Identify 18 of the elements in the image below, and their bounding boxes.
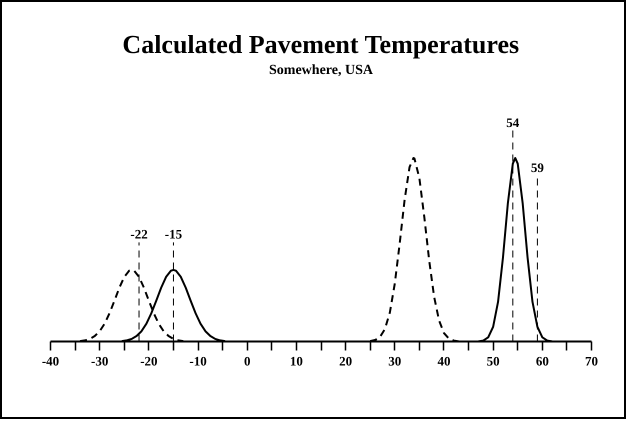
chart-title: Calculated Pavement Temperatures — [122, 30, 520, 59]
ref-line-label: -15 — [164, 226, 183, 242]
x-tick-label: 30 — [388, 354, 402, 368]
x-tick-label: 60 — [536, 354, 549, 368]
x-tick-label: 0 — [244, 354, 250, 368]
x-tick-label: -10 — [189, 354, 207, 368]
x-tick-label: -40 — [42, 354, 60, 368]
x-tick-label: -30 — [91, 354, 108, 368]
ref-line-label: 54 — [506, 114, 520, 130]
x-tick-label: 40 — [437, 354, 450, 368]
x-tick-label: 70 — [585, 354, 598, 368]
ref-line-label: -22 — [130, 226, 148, 242]
x-tick-label: -20 — [140, 354, 158, 368]
chart-subtitle: Somewhere, USA — [269, 63, 374, 78]
x-tick-label: 20 — [339, 354, 352, 368]
ref-line-label: 59 — [530, 160, 544, 175]
x-tick-label: 10 — [290, 354, 303, 368]
x-tick-label: 50 — [486, 354, 500, 368]
